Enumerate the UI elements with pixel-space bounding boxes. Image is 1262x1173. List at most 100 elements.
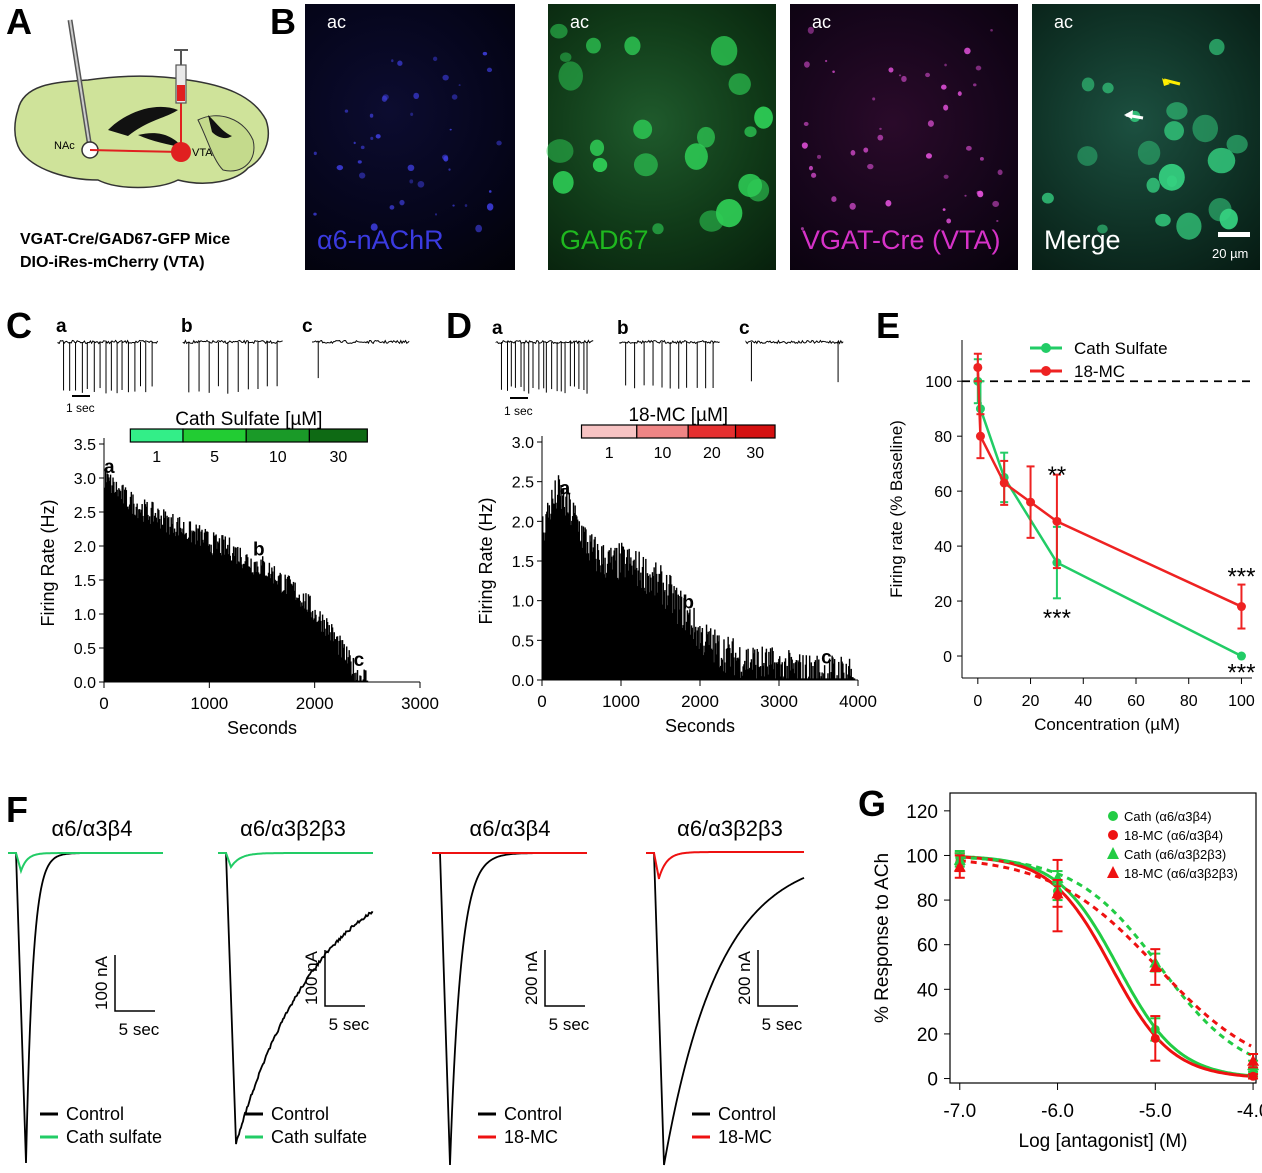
histogram-bar	[677, 594, 679, 680]
histogram-bar	[204, 528, 207, 682]
histogram-bar	[171, 523, 173, 682]
x-tick-label: 40	[1074, 693, 1092, 710]
histogram-bar	[331, 627, 334, 682]
significance-label: ***	[1043, 605, 1071, 632]
histogram-bar	[771, 647, 773, 680]
histogram-bar	[286, 576, 289, 682]
histogram-marker-label: c	[354, 650, 365, 671]
brain-label-nac: NAc	[54, 140, 75, 152]
histogram-bar	[753, 653, 755, 680]
histogram-bar	[296, 597, 298, 682]
histogram-bar	[687, 614, 689, 680]
histogram-bar	[310, 612, 312, 682]
histogram-bar	[704, 641, 707, 680]
histogram-bar	[553, 503, 556, 680]
x-tick-label: -5.0	[1139, 1101, 1172, 1122]
histogram-bar	[185, 532, 187, 682]
histogram-bar	[703, 645, 705, 680]
histogram-bar	[195, 524, 197, 682]
histogram-bar	[818, 672, 821, 680]
micrograph-merge: ac Merge 20 µm	[1032, 4, 1260, 270]
histogram-bar	[743, 664, 745, 680]
histogram-bar	[729, 648, 731, 680]
histogram-bar	[347, 657, 350, 682]
histogram-bar	[828, 658, 831, 680]
histogram-bar	[596, 571, 598, 680]
histogram-bar	[327, 634, 330, 682]
histogram-bar	[557, 475, 560, 680]
histogram-bar	[730, 653, 733, 680]
histogram-bar	[281, 591, 284, 682]
histogram-bar	[174, 536, 177, 682]
panel-a-caption-line2: DIO-iRes-mCherry (VTA)	[20, 254, 205, 271]
histogram-bar	[566, 512, 569, 680]
series-line	[976, 381, 1243, 658]
legend-label: Cath Sulfate	[1074, 339, 1168, 358]
histogram-bar	[642, 556, 645, 680]
histogram-bar	[338, 640, 340, 682]
histogram-bar	[745, 649, 748, 680]
y-tick-label: 20	[934, 594, 952, 611]
histogram-bar	[291, 585, 294, 682]
histogram-bar	[552, 503, 555, 680]
histogram-bar	[336, 636, 338, 682]
histogram-bar	[311, 617, 313, 682]
histogram-bar	[134, 515, 137, 682]
histogram-bar	[334, 639, 336, 682]
histogram-bar	[300, 606, 302, 682]
histogram-bar	[157, 508, 159, 682]
histogram-bar	[245, 554, 247, 682]
histogram-bar	[597, 550, 600, 680]
histogram-bar	[163, 509, 165, 682]
histogram-bar	[129, 496, 132, 682]
y-axis-label: % Response to ACh	[872, 853, 893, 1023]
histogram-bar	[274, 579, 276, 682]
histogram-bar	[619, 553, 621, 680]
histogram-bar	[712, 634, 714, 680]
histogram-bar	[787, 678, 789, 680]
histogram-bar	[723, 639, 725, 680]
histogram-bar	[569, 499, 571, 680]
histogram-bar	[224, 536, 227, 682]
histogram-bar	[270, 573, 272, 682]
histogram-bar	[623, 549, 625, 680]
histogram-bar	[668, 584, 670, 680]
histogram-bar	[110, 492, 113, 682]
histogram-bar	[833, 658, 836, 680]
y-tick-label: 1.5	[74, 573, 96, 590]
histogram-bar	[805, 655, 808, 680]
histogram-bar	[779, 676, 782, 680]
histogram-bar	[128, 504, 131, 682]
x-tick-label: 100	[1228, 693, 1255, 710]
micrograph-vgat-cre: ac VGAT-Cre (VTA)	[790, 4, 1018, 270]
histogram-bar	[351, 673, 354, 682]
fit-curve	[959, 859, 1252, 1048]
histogram-bar	[303, 608, 306, 682]
histogram-bar	[598, 559, 600, 680]
histogram-bar	[188, 521, 191, 682]
histogram-bar	[551, 489, 553, 680]
histogram-bar	[123, 489, 126, 682]
histogram-bar	[634, 569, 636, 680]
histogram-bar	[119, 491, 122, 682]
histogram-bar	[178, 517, 181, 682]
histogram-bar	[227, 554, 230, 682]
histogram-bar	[848, 658, 851, 680]
histogram-bar	[685, 621, 688, 680]
histogram-bar	[611, 569, 614, 680]
concentration-response-e: 0 20 40 60 80 100 0 20 40 60 80 100 Concentration (µ…	[887, 339, 1255, 734]
histogram-bar	[363, 669, 365, 682]
histogram-bar	[714, 629, 716, 680]
x-tick-label: 0	[537, 692, 546, 711]
histogram-bar	[814, 660, 817, 680]
legend-label: 18-MC	[718, 1127, 772, 1147]
histogram-bar	[675, 590, 677, 680]
histogram-bar	[779, 656, 781, 680]
histogram-bar	[297, 597, 300, 682]
histogram-bar	[190, 542, 192, 682]
scale-bar-y-label: 200 nA	[735, 950, 754, 1005]
histogram-bar	[620, 572, 622, 680]
histogram-bar	[237, 561, 240, 682]
histogram-bar	[798, 662, 800, 680]
legend-marker	[1107, 847, 1119, 859]
